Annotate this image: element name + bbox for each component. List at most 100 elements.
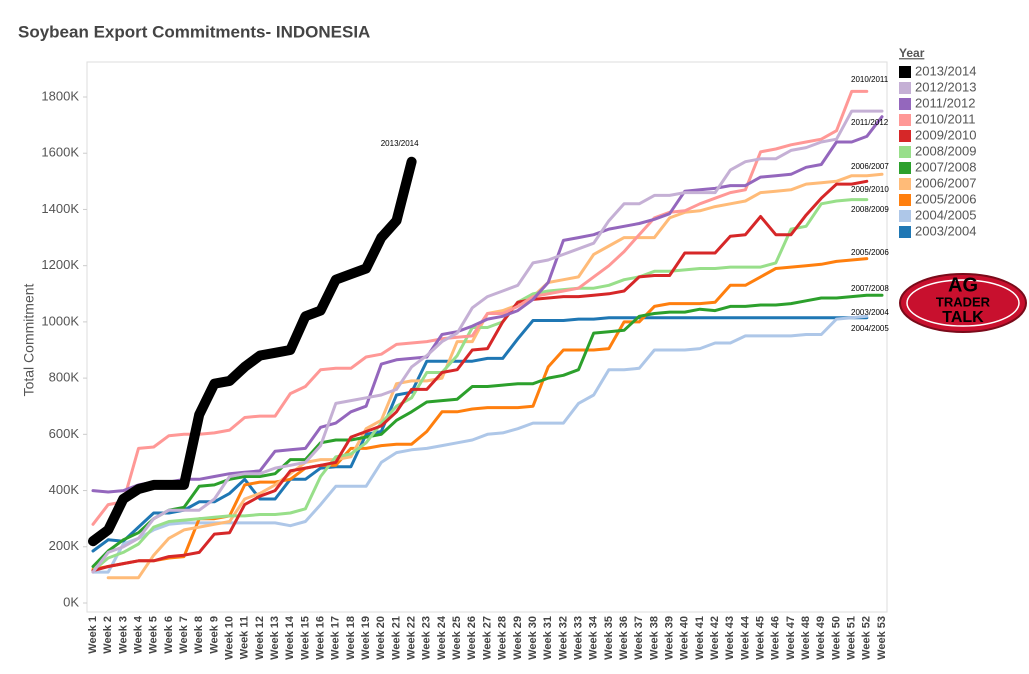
x-tick-label: Week 9	[208, 616, 220, 654]
x-tick-label: Week 37	[633, 616, 645, 660]
logo: AG TRADER TALK	[899, 273, 1027, 333]
x-tick-label: Week 15	[299, 616, 311, 660]
x-tick-label: Week 19	[360, 616, 372, 660]
y-tick-label: 0K	[63, 594, 79, 609]
end-label: 2013/2014	[381, 139, 419, 148]
x-tick-label: Week 1	[87, 616, 99, 654]
x-tick-label: Week 50	[830, 616, 842, 660]
end-label: 2008/2009	[851, 205, 889, 214]
series-line	[91, 316, 869, 553]
y-tick-label: 1800K	[41, 88, 79, 103]
logo-text: AG	[948, 274, 978, 296]
logo-text: TRADER	[936, 294, 991, 309]
legend-label: 2008/2009	[915, 143, 976, 158]
x-tick-label: Week 14	[284, 615, 296, 660]
x-tick-label: Week 29	[512, 616, 524, 660]
legend-swatch	[899, 162, 911, 174]
x-tick-label: Week 36	[618, 616, 630, 660]
legend-label: 2005/2006	[915, 191, 976, 206]
logo-ring	[906, 279, 1020, 327]
x-tick-label: Week 47	[785, 616, 797, 660]
legend-swatch	[899, 194, 911, 206]
legend-swatch	[899, 178, 911, 190]
x-tick-label: Week 49	[815, 616, 827, 660]
legend-label: 2007/2008	[915, 159, 976, 174]
series-line	[91, 89, 869, 526]
x-tick-label: Week 44	[739, 615, 751, 660]
end-label: 2010/2011	[851, 75, 889, 84]
x-tick-label: Week 48	[800, 616, 812, 660]
legend-swatch	[899, 98, 911, 110]
x-tick-label: Week 51	[846, 616, 858, 660]
y-tick-label: 600K	[49, 426, 80, 441]
x-tick-label: Week 5	[148, 616, 160, 654]
x-tick-label: Week 13	[269, 616, 281, 660]
legend-swatch	[899, 226, 911, 238]
x-tick-label: Week 31	[542, 616, 554, 660]
legend-label: 2011/2012	[915, 95, 976, 110]
x-tick-label: Week 20	[375, 616, 387, 660]
x-tick-label: Week 43	[724, 616, 736, 660]
x-tick-label: Week 30	[527, 616, 539, 660]
x-tick-label: Week 6	[163, 616, 175, 654]
series-line	[91, 314, 869, 574]
x-tick-label: Week 53	[876, 616, 888, 660]
x-tick-label: Week 12	[254, 616, 266, 660]
x-tick-label: Week 11	[239, 616, 251, 659]
legend-swatch	[899, 114, 911, 126]
x-tick-label: Week 28	[497, 616, 509, 660]
x-tick-label: Week 52	[861, 616, 873, 660]
y-tick-label: 400K	[49, 482, 80, 497]
x-tick-label: Week 4	[132, 615, 144, 654]
end-label: 2004/2005	[851, 324, 889, 333]
legend-title: Year	[899, 46, 925, 60]
x-tick-label: Week 41	[694, 616, 706, 660]
legend-swatch	[899, 82, 911, 94]
x-tick-label: Week 27	[481, 616, 493, 660]
end-label: 2007/2008	[851, 284, 889, 293]
x-tick-label: Week 26	[466, 616, 478, 660]
x-tick-label: Week 2	[102, 616, 114, 654]
chart-title: Soybean Export Commitments- INDONESIA	[18, 22, 370, 41]
y-tick-label: 1400K	[41, 201, 79, 216]
series-line	[91, 109, 884, 574]
legend-label: 2006/2007	[915, 175, 976, 190]
legend-swatch	[899, 130, 911, 142]
end-label: 2003/2004	[851, 308, 889, 317]
x-tick-label: Week 38	[648, 616, 660, 660]
legend-label: 2013/2014	[915, 63, 976, 78]
x-tick-label: Week 23	[421, 616, 433, 660]
x-tick-label: Week 32	[557, 616, 569, 660]
x-tick-label: Week 3	[117, 616, 129, 654]
x-tick-label: Week 40	[679, 616, 691, 660]
x-tick-label: Week 21	[390, 616, 402, 660]
plot-frame	[86, 61, 888, 613]
x-tick-label: Week 42	[709, 616, 721, 660]
legend-label: 2003/2004	[915, 223, 976, 238]
logo-badge	[899, 273, 1027, 333]
legend-swatch	[899, 146, 911, 158]
series-line	[91, 179, 869, 573]
x-tick-label: Week 24	[436, 615, 448, 660]
legend-label: 2010/2011	[915, 111, 976, 126]
end-label: 2009/2010	[851, 185, 889, 194]
legend-swatch	[899, 210, 911, 222]
end-label: 2011/2012	[851, 118, 889, 127]
x-tick-label: Week 33	[572, 616, 584, 660]
x-tick-label: Week 8	[193, 616, 205, 654]
series-line	[88, 156, 417, 547]
x-tick-label: Week 39	[663, 616, 675, 660]
y-tick-label: 1600K	[41, 145, 79, 160]
y-tick-label: 800K	[49, 370, 80, 385]
y-tick-label: 1000K	[41, 313, 79, 328]
legend-label: 2009/2010	[915, 127, 976, 142]
y-tick-label: 200K	[49, 538, 80, 553]
series-line	[91, 293, 884, 568]
x-tick-label: Week 22	[406, 616, 418, 660]
x-tick-label: Week 17	[330, 616, 342, 660]
x-tick-label: Week 25	[451, 616, 463, 660]
end-label: 2005/2006	[851, 248, 889, 257]
series-line	[91, 115, 884, 494]
logo-text: TALK	[942, 309, 984, 326]
